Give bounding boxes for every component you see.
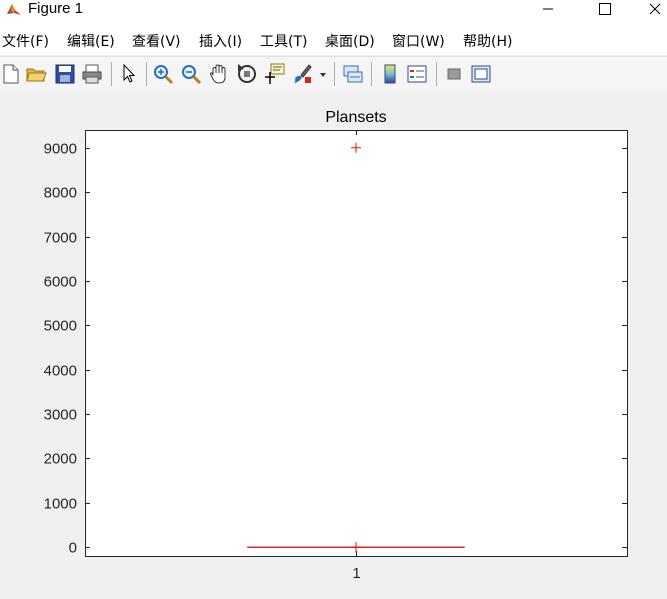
y-tick-label: 3000	[44, 407, 77, 424]
minimize-button[interactable]	[525, 0, 571, 18]
axes-background	[85, 130, 628, 557]
title-bar: Figure 1	[0, 0, 667, 30]
brush-dropdown-icon[interactable]	[318, 63, 328, 85]
y-axis: 0 1000 2000 3000 4000 5000 6000 7000 8000 9000	[44, 141, 627, 557]
hide-plot-tools-icon[interactable]	[443, 63, 465, 85]
menu-desktop[interactable]: 桌面(D)	[325, 34, 375, 50]
maximize-button[interactable]	[582, 0, 628, 18]
data-cursor-icon[interactable]	[263, 63, 285, 85]
menu-edit[interactable]: 编辑(E)	[67, 34, 115, 50]
y-tick-label: 8000	[44, 185, 77, 202]
show-plot-tools-icon[interactable]	[470, 63, 492, 85]
minimize-icon	[543, 8, 553, 10]
legend-icon[interactable]	[406, 63, 428, 85]
close-icon	[649, 3, 661, 15]
rotate-3d-icon[interactable]	[236, 63, 258, 85]
toolbar-separator	[334, 62, 335, 86]
menu-window[interactable]: 窗口(W)	[392, 34, 445, 50]
menu-help[interactable]: 帮助(H)	[463, 34, 513, 50]
menu-bar: 文件(F) 编辑(E) 查看(V) 插入(I) 工具(T) 桌面(D) 窗口(W…	[0, 30, 667, 55]
toolbar-separator	[371, 62, 372, 86]
outlier-marker	[351, 142, 361, 153]
y-tick-label: 9000	[44, 141, 77, 158]
chart-title: Plansets	[325, 109, 386, 126]
y-tick-label: 1000	[44, 496, 77, 513]
figure-toolbar	[0, 56, 667, 91]
menu-view[interactable]: 查看(V)	[132, 34, 181, 50]
open-file-icon[interactable]	[25, 63, 47, 85]
colorbar-icon[interactable]	[379, 63, 401, 85]
menu-file[interactable]: 文件(F)	[2, 34, 49, 50]
pan-hand-icon[interactable]	[208, 63, 230, 85]
menu-tools[interactable]: 工具(T)	[260, 34, 308, 50]
y-tick-label: 6000	[44, 274, 77, 291]
y-tick-label: 5000	[44, 318, 77, 335]
matlab-logo-icon	[7, 4, 21, 15]
maximize-icon	[599, 3, 611, 15]
toolbar-separator	[436, 62, 437, 86]
plot-area	[247, 142, 465, 553]
link-plot-icon[interactable]	[342, 63, 364, 85]
edit-plot-arrow-icon[interactable]	[118, 63, 140, 85]
menu-insert[interactable]: 插入(I)	[199, 34, 243, 50]
y-tick-label: 7000	[44, 230, 77, 247]
window-title: Figure 1	[28, 0, 84, 17]
print-icon[interactable]	[81, 63, 103, 85]
zoom-out-icon[interactable]	[180, 63, 202, 85]
figure-canvas: 0 1000 2000 3000 4000 5000 6000 7000 8000 9000 1 …	[0, 90, 667, 599]
save-icon[interactable]	[54, 63, 76, 85]
new-figure-icon[interactable]	[0, 63, 22, 85]
y-tick-label: 2000	[44, 451, 77, 468]
toolbar-separator	[111, 62, 112, 86]
toolbar-separator	[146, 62, 147, 86]
y-tick-label: 0	[69, 540, 77, 557]
close-button[interactable]	[640, 0, 667, 18]
y-tick-label: 4000	[44, 363, 77, 380]
outlier-marker	[351, 542, 361, 553]
brush-icon[interactable]	[291, 63, 313, 85]
zoom-in-icon[interactable]	[152, 63, 174, 85]
x-tick-label: 1	[352, 565, 360, 582]
